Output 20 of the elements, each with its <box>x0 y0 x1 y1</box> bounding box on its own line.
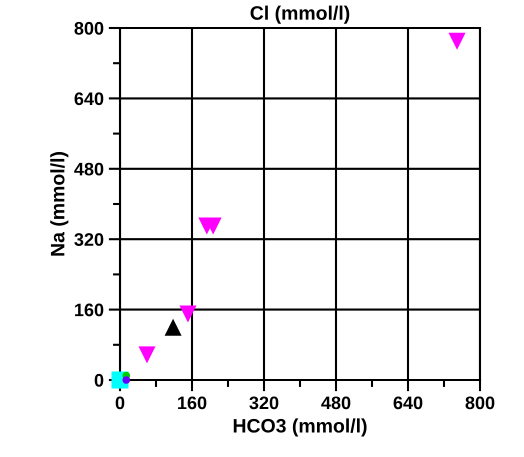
x-axis-title: HCO3 (mmol/l) <box>234 418 367 436</box>
y-tick-label: 480 <box>74 162 104 176</box>
x-tick-label: 800 <box>466 396 494 410</box>
x-tick-label: 320 <box>249 396 278 410</box>
point <box>164 318 182 336</box>
point <box>122 376 130 384</box>
x-tick-label: 160 <box>178 396 206 410</box>
y-tick-label: 320 <box>74 233 104 246</box>
y-tick-label: 640 <box>74 92 104 106</box>
x-tick-label: 0 <box>116 396 124 410</box>
point <box>138 346 156 364</box>
y-axis-title: Na (mmol/l) <box>50 152 68 256</box>
x-tick-label: 640 <box>394 396 422 410</box>
y-tick-label: 800 <box>74 22 104 35</box>
point <box>179 305 196 323</box>
chart-title: Cl (mmol/l) <box>250 6 350 24</box>
point <box>448 32 466 50</box>
y-tick-label: 160 <box>75 304 104 316</box>
y-tick-label: 0 <box>94 374 104 387</box>
x-tick-label: 480 <box>321 396 350 410</box>
